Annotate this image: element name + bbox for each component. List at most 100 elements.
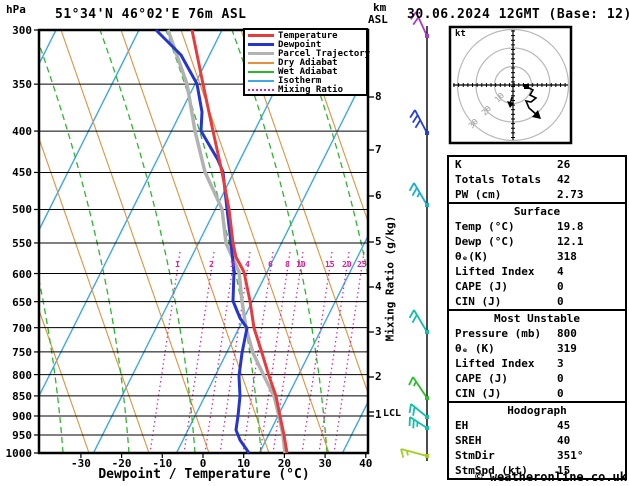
pressure-tick-label: 950 xyxy=(12,428,32,442)
dry-adiabat-lines xyxy=(40,30,367,453)
info-row: PW (cm) 2.73 xyxy=(449,187,625,202)
info-section: Surface Temp (°C) 19.8 Dewp (°C) 12.1 θₑ(K) 31… xyxy=(447,202,627,311)
pressure-tick-label: 500 xyxy=(12,203,32,217)
mixing-ratio-value-label: 1 xyxy=(175,260,180,269)
info-section-title: Surface xyxy=(513,205,561,218)
mixing-ratio-value-label: 2 xyxy=(209,260,214,269)
info-row: Dewp (°C) 12.1 xyxy=(449,234,625,249)
mixing-ratio-value-label: 3 xyxy=(230,260,235,269)
info-row-label: PW (cm) xyxy=(455,188,502,201)
pressure-tick-label: 700 xyxy=(12,321,32,335)
wind-barb xyxy=(409,109,429,135)
legend-line-sample xyxy=(248,88,274,91)
info-row-value: 42 xyxy=(557,173,571,186)
km-tick-label: 3 xyxy=(375,325,382,338)
info-row: StmDir 351° xyxy=(449,448,625,463)
copyright-footer: © weatheronline.co.uk xyxy=(475,470,627,484)
wind-barb xyxy=(408,376,429,400)
temperature-curve xyxy=(190,29,289,454)
info-row-label: CAPE (J) xyxy=(455,280,508,293)
legend-item: Temperature xyxy=(248,30,366,41)
info-row-label: Temp (°C) xyxy=(455,220,515,233)
mixing-ratio-value-label: 6 xyxy=(268,260,273,269)
info-row: Lifted Index 4 xyxy=(449,264,625,279)
mixing-ratio-value-label: 4 xyxy=(245,260,250,269)
info-row-label: θₑ (K) xyxy=(455,342,495,355)
temperature-tick-label: 20 xyxy=(277,457,292,470)
km-tick-label: 6 xyxy=(375,189,382,202)
legend-line-sample xyxy=(248,34,274,37)
info-row: CIN (J) 0 xyxy=(449,294,625,309)
pressure-tick-label: 400 xyxy=(12,125,32,139)
legend-item: Wet Adiabat xyxy=(248,67,366,77)
temperature-tick-label: 10 xyxy=(237,457,251,470)
legend-item-label: Temperature xyxy=(278,30,338,41)
info-row-label: Totals Totals xyxy=(455,173,542,186)
info-row-value: 15 xyxy=(557,464,571,477)
temperature-tick-label: 0 xyxy=(199,457,207,470)
info-row-label: CAPE (J) xyxy=(455,372,508,385)
temperature-tick-label: -20 xyxy=(111,457,132,470)
legend-line-sample xyxy=(248,43,274,46)
pressure-tick-label: 450 xyxy=(12,166,32,180)
pressure-tick-label: 750 xyxy=(12,345,32,359)
info-row-label: SREH xyxy=(455,434,482,447)
info-row: SREH 40 xyxy=(449,433,625,448)
pressure-axis-unit: hPa xyxy=(6,3,26,16)
legend-item: Parcel Trajectory xyxy=(248,49,370,59)
hodograph-trace xyxy=(524,86,538,116)
info-row-value: 2.73 xyxy=(557,188,584,201)
info-row: StmSpd (kt) 15 xyxy=(449,463,625,478)
mixing-ratio-value-label: 10 xyxy=(296,260,306,269)
info-row-value: 319 xyxy=(557,342,577,355)
info-row-label: Lifted Index xyxy=(455,357,535,370)
legend-item: Dry Adiabat xyxy=(248,57,366,68)
info-row: θₑ (K) 319 xyxy=(449,341,625,356)
temperature-tick-label: 30 xyxy=(318,457,332,470)
hodograph-border xyxy=(448,25,573,145)
info-row: Temp (°C) 19.8 xyxy=(449,219,625,234)
legend-item: Isotherm xyxy=(248,75,366,86)
temperature-tick-label: -30 xyxy=(70,457,91,470)
info-row: CAPE (J) 0 xyxy=(449,279,625,294)
pressure-tick-label: 350 xyxy=(12,78,32,92)
legend-item-label: Parcel Trajectory xyxy=(278,48,371,59)
legend-item-label: Mixing Ratio xyxy=(278,84,344,95)
info-row-value: 45 xyxy=(557,419,571,432)
info-row-value: 351° xyxy=(557,449,584,462)
info-row-label: CIN (J) xyxy=(455,295,502,308)
legend-line-sample xyxy=(248,52,274,55)
isotherm-lines xyxy=(40,30,367,453)
info-row-label: EH xyxy=(455,419,469,432)
dewpoint-curve xyxy=(154,28,251,454)
pressure-tick-label: 300 xyxy=(12,24,32,37)
km-tick-label: 7 xyxy=(375,143,382,156)
lcl-label: LCL xyxy=(383,408,402,419)
info-row: EH 45 xyxy=(449,418,625,433)
info-row-label: CIN (J) xyxy=(455,387,502,400)
info-row: CIN (J) 0 xyxy=(449,386,625,401)
pressure-tick-label: 850 xyxy=(12,389,32,403)
info-section: Most Unstable Pressure (mb) 800 θₑ (K) 319 Li… xyxy=(447,309,627,403)
mixing-ratio-lines xyxy=(149,251,365,453)
wind-barb xyxy=(408,403,429,419)
km-axis-unit-line2: ASL xyxy=(368,13,388,26)
info-row-value: 26 xyxy=(557,158,571,171)
legend-box: Temperature Dewpoint Parcel Trajectory Dry … xyxy=(243,28,370,96)
info-row-value: 40 xyxy=(557,434,571,447)
temperature-tick-label: 40 xyxy=(359,457,373,470)
legend-item-label: Isotherm xyxy=(278,75,322,86)
mixing-ratio-value-label: 20 xyxy=(342,260,352,269)
legend-item-label: Dry Adiabat xyxy=(278,57,338,68)
datetime-title: 30.06.2024 12GMT (Base: 12) xyxy=(407,7,629,22)
km-axis-unit-line1: km xyxy=(373,1,387,14)
temperature-tick-label: -10 xyxy=(152,457,173,470)
legend-item: Dewpoint xyxy=(248,40,366,50)
info-section-title: Hodograph xyxy=(507,404,567,417)
station-title: 51°34'N 46°02'E 76m ASL xyxy=(55,7,247,22)
hodograph xyxy=(453,28,570,142)
info-row: Pressure (mb) 800 xyxy=(449,326,625,341)
legend-line-sample xyxy=(248,70,274,73)
pressure-tick-label: 550 xyxy=(12,236,32,250)
mixing-ratio-value-label: 15 xyxy=(325,260,335,269)
